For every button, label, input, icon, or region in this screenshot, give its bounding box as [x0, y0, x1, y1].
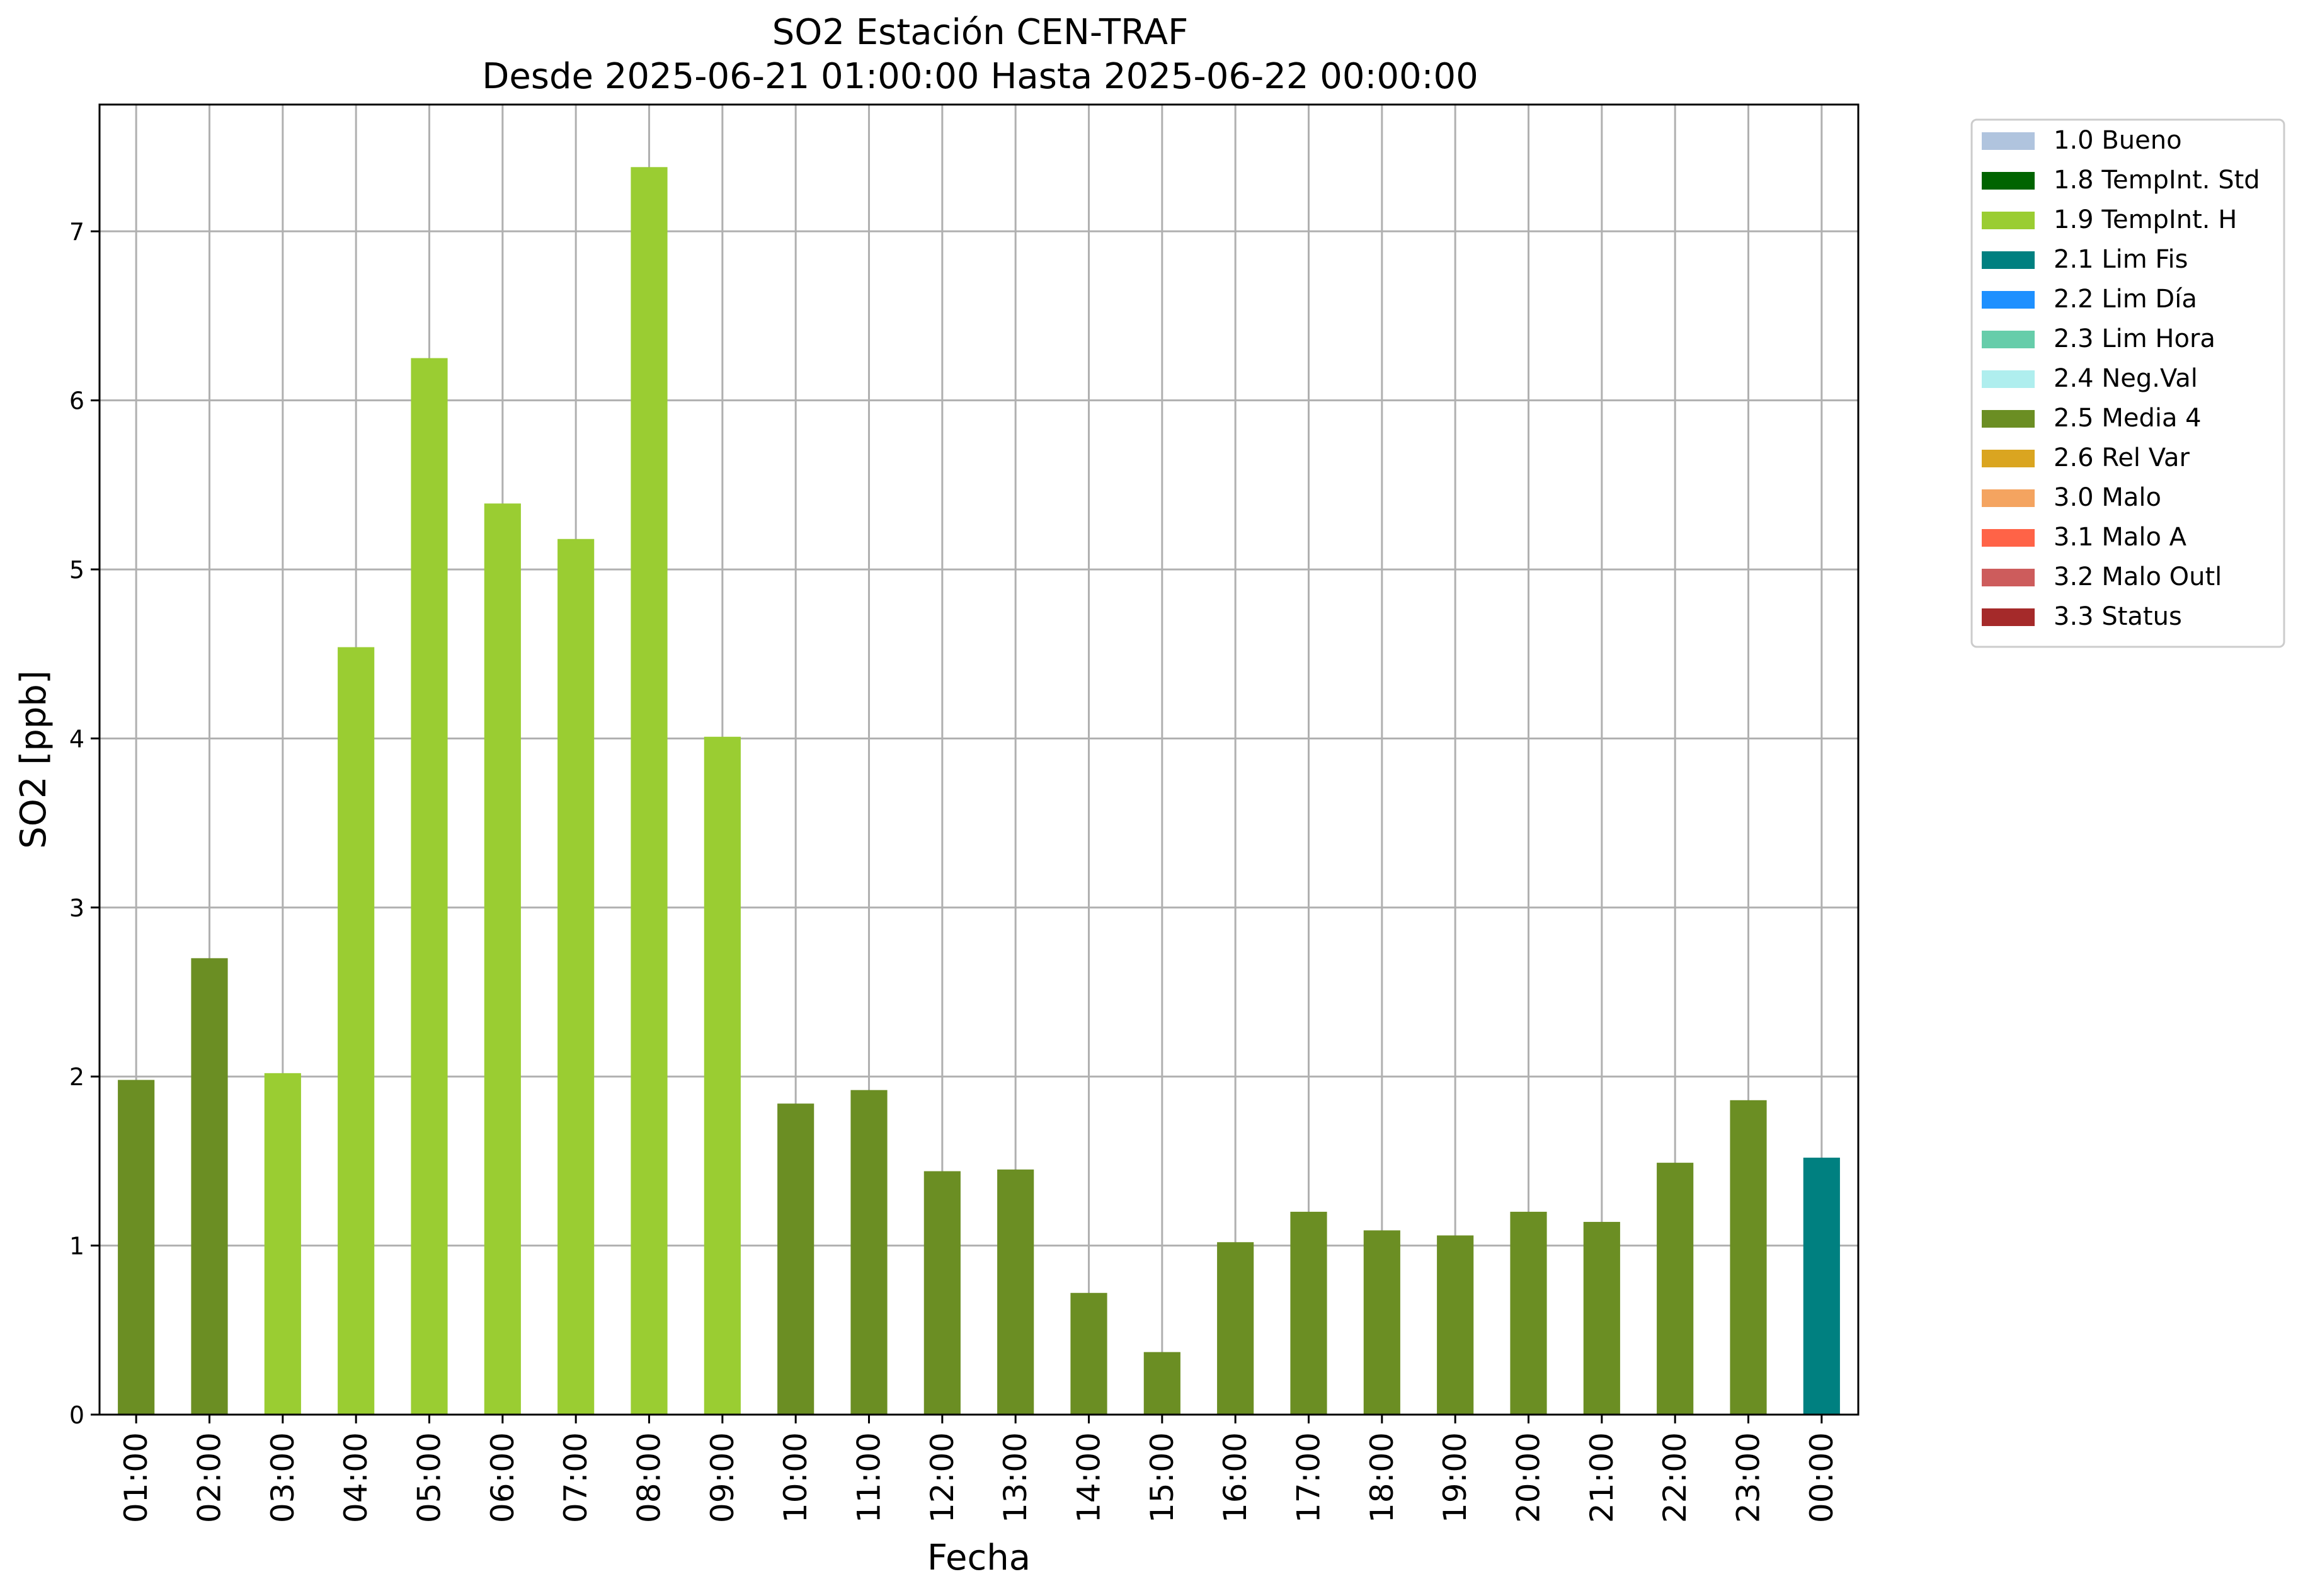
x-axis-label: Fecha	[927, 1537, 1031, 1578]
x-tick-label: 08:00	[631, 1432, 668, 1523]
bar	[1143, 1352, 1180, 1415]
legend-label: 3.0 Malo	[2054, 483, 2161, 512]
x-tick-label: 13:00	[997, 1432, 1034, 1523]
legend-label: 2.6 Rel Var	[2054, 443, 2190, 472]
x-tick-label: 02:00	[191, 1432, 228, 1523]
x-tick-label: 22:00	[1657, 1432, 1693, 1523]
bar	[1437, 1235, 1474, 1415]
y-tick-label: 3	[69, 894, 84, 922]
legend-label: 1.0 Bueno	[2054, 126, 2182, 155]
y-tick-label: 2	[69, 1063, 84, 1091]
bar	[264, 1073, 301, 1415]
y-tick-label: 7	[69, 218, 84, 246]
x-tick-label: 23:00	[1730, 1432, 1767, 1523]
legend-swatch	[1982, 569, 2035, 586]
legend-swatch	[1982, 608, 2035, 626]
bar	[631, 167, 668, 1415]
x-tick-label: 04:00	[338, 1432, 374, 1523]
x-tick-label: 03:00	[265, 1432, 301, 1523]
legend-frame	[1970, 118, 2285, 648]
y-tick-label: 0	[69, 1401, 84, 1429]
legend-label: 2.5 Media 4	[2054, 404, 2202, 433]
legend-label: 1.8 TempInt. Std	[2054, 166, 2260, 195]
bar	[484, 503, 521, 1415]
bar	[997, 1169, 1034, 1415]
chart-title: SO2 Estación CEN-TRAF	[772, 12, 1189, 53]
bar	[338, 647, 375, 1415]
x-tick-label: 10:00	[777, 1432, 814, 1523]
bar	[1583, 1222, 1620, 1415]
legend-label: 2.4 Neg.Val	[2054, 364, 2198, 393]
bar	[191, 958, 228, 1415]
x-tick-label: 00:00	[1803, 1432, 1840, 1523]
y-axis: 0 1 2 3 4 5 6 7	[69, 218, 100, 1429]
legend-label: 1.9 TempInt. H	[2054, 205, 2237, 234]
bar	[1510, 1211, 1547, 1415]
x-tick-label: 21:00	[1584, 1432, 1620, 1523]
legend-label: 3.1 Malo A	[2054, 523, 2187, 552]
legend-label: 3.2 Malo Outl	[2054, 562, 2222, 591]
chart-subtitle: Desde 2025-06-21 01:00:00 Hasta 2025-06-…	[482, 56, 1478, 97]
bar	[557, 539, 595, 1415]
bar	[1290, 1211, 1327, 1415]
y-tick-label: 4	[69, 725, 84, 753]
x-tick-label: 14:00	[1071, 1432, 1107, 1523]
x-tick-label: 01:00	[118, 1432, 154, 1523]
legend-label: 3.3 Status	[2054, 602, 2182, 631]
legend-swatch	[1982, 212, 2035, 229]
bar	[118, 1080, 155, 1415]
legend-swatch	[1982, 410, 2035, 428]
x-tick-label: 20:00	[1511, 1432, 1547, 1523]
legend-label: 2.1 Lim Fis	[2054, 245, 2188, 274]
x-tick-label: 15:00	[1144, 1432, 1180, 1523]
bar	[1803, 1158, 1840, 1415]
plot-frame	[98, 103, 1860, 1416]
y-tick-label: 6	[69, 387, 84, 415]
y-axis-label: SO2 [ppb]	[13, 670, 54, 848]
x-tick-label: 06:00	[484, 1432, 521, 1523]
x-tick-label: 05:00	[411, 1432, 448, 1523]
x-tick-label: 16:00	[1217, 1432, 1254, 1523]
bar	[704, 736, 741, 1415]
x-tick-label: 17:00	[1291, 1432, 1327, 1523]
x-tick-label: 07:00	[557, 1432, 594, 1523]
legend-swatch	[1982, 291, 2035, 309]
bar	[1730, 1100, 1767, 1415]
x-tick-label: 18:00	[1364, 1432, 1400, 1523]
y-tick-label: 1	[69, 1233, 84, 1260]
legend-swatch	[1982, 450, 2035, 467]
x-tick-label: 12:00	[924, 1432, 961, 1523]
legend-swatch	[1982, 132, 2035, 150]
bar	[1657, 1163, 1694, 1415]
x-tick-label: 19:00	[1437, 1432, 1473, 1523]
bar	[411, 358, 448, 1415]
bar	[923, 1171, 961, 1415]
bar	[1070, 1292, 1107, 1415]
y-tick-label: 5	[69, 556, 84, 584]
bars-group	[118, 167, 1840, 1415]
legend: 1.0 Bueno 1.8 TempInt. Std 1.9 TempInt. H 2…	[1970, 118, 2285, 648]
x-tick-label: 11:00	[851, 1432, 888, 1523]
x-axis: 01:00 02:00 03:00 04:00 05:00 06:00 07:00 08:00…	[118, 1415, 1840, 1523]
legend-swatch	[1982, 489, 2035, 507]
bar	[777, 1103, 814, 1415]
bar	[1217, 1242, 1254, 1415]
legend-swatch	[1982, 529, 2035, 547]
legend-swatch	[1982, 331, 2035, 348]
bar	[1363, 1230, 1400, 1415]
legend-swatch	[1982, 370, 2035, 388]
legend-label: 2.2 Lim Día	[2054, 285, 2197, 314]
x-tick-label: 09:00	[704, 1432, 741, 1523]
bar	[850, 1090, 888, 1415]
legend-swatch	[1982, 172, 2035, 190]
legend-swatch	[1982, 251, 2035, 269]
legend-label: 2.3 Lim Hora	[2054, 324, 2215, 353]
